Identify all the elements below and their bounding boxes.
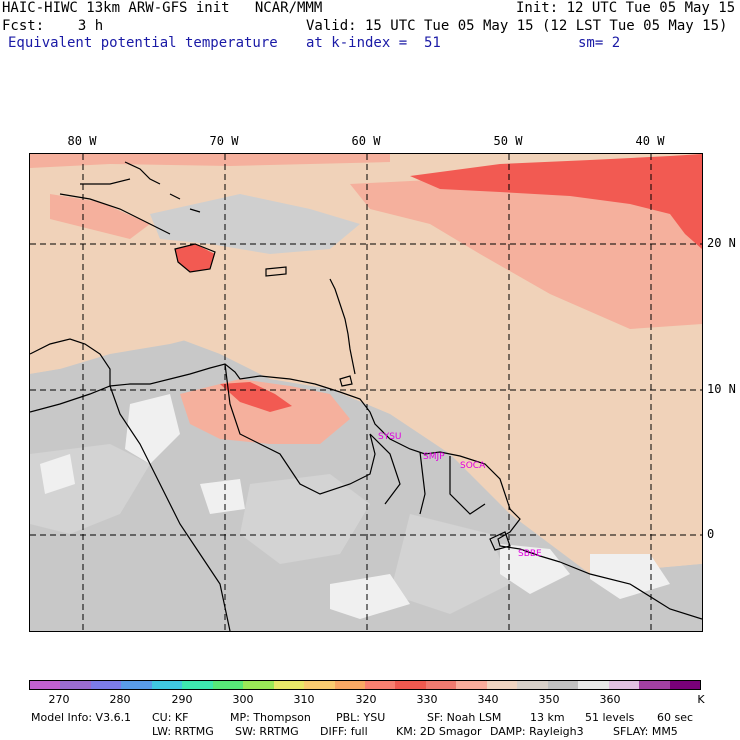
colorbar-swatch [547,681,579,689]
site-label-sysu: SYSU [378,432,402,442]
colorbar-swatch [486,681,518,689]
graticule [30,154,702,631]
site-label-smjp: SMJP [423,452,445,462]
colorbar-swatch [304,681,335,689]
lat-label-20n: 20 N [707,236,736,250]
footer-levels: 51 levels [585,711,635,724]
footer-km: KM: 2D Smagor [396,725,482,738]
footer-sflay: SFLAY: MM5 [613,725,678,738]
colorbar-label-290: 290 [171,693,193,706]
footer-pbl: PBL: YSU [336,711,386,724]
colorbar-swatch [121,681,152,689]
colorbar-label-320: 320 [355,693,377,706]
colorbar-swatch [456,681,487,689]
footer-surface: SF: Noah LSM [427,711,502,724]
theta-e-field [30,154,702,631]
colorbar-swatch [182,681,213,689]
field-gray-atlantic [150,194,360,254]
colorbar [29,680,701,690]
colorbar-swatch [243,681,274,689]
colorbar-unit: K [697,693,705,706]
map-panel [29,153,703,632]
coast-trinidad [339,375,353,387]
colorbar-swatch [517,681,548,689]
colorbar-swatch [395,681,426,689]
footer-longwave: LW: RRTMG [152,725,214,738]
colorbar-label-270: 270 [48,693,70,706]
lon-label-40w: 40 W [635,134,665,148]
colorbar-swatch [30,681,61,689]
site-label-soca: SOCA [460,461,486,471]
colorbar-swatch [608,681,640,689]
footer-model-version: Model Info: V3.6.1 [31,711,132,724]
coast-antilles [329,278,356,375]
header-title: HAIC-HIWC 13km ARW-GFS init NCAR/MMM [2,0,323,16]
footer-resolution: 13 km [530,711,565,724]
colorbar-swatch [669,681,700,689]
field-salmon-venezuela [180,379,350,444]
coast-central-america [30,338,111,386]
field-salmon-north [350,164,702,329]
colorbar-swatch [60,681,91,689]
colorbar-swatch [212,681,244,689]
colorbar-label-330: 330 [416,693,438,706]
colorbar-swatch [364,681,396,689]
colorbar-label-340: 340 [477,693,499,706]
coast-south-america-east [559,561,702,620]
lon-label-70w: 70 W [209,134,239,148]
coast-south-america-north [30,363,561,563]
footer-timestep: 60 sec [657,711,694,724]
footer-cumulus: CU: KF [152,711,189,724]
level-index: at k-index = 51 [306,35,441,51]
site-label-sbbe: SBBE [518,549,542,559]
field-salmon-topband [30,154,390,168]
footer-damping: DAMP: Rayleigh3 [490,725,584,738]
colorbar-label-310: 310 [293,693,315,706]
footer-diffusion: DIFF: full [320,725,368,738]
colorbar-swatch [151,681,183,689]
colorbar-swatch [90,681,122,689]
border-lines [109,363,486,631]
field-gray-light [30,444,510,614]
field-salmon-caribbean [50,194,150,239]
footer-microphysics: MP: Thompson [230,711,311,724]
colorbar-swatch [639,681,670,689]
lat-label-0: 0 [707,527,715,541]
header-valid: Valid: 15 UTC Tue 05 May 15 (12 LST Tue … [306,18,728,34]
coast-bahamas [124,161,201,213]
field-white-clouds [40,394,670,619]
colorbar-swatch [578,681,609,689]
lon-label-60w: 60 W [351,134,381,148]
coast-puerto-rico [265,266,287,277]
field-red-northeast [410,154,702,249]
colorbar-swatch [273,681,305,689]
lon-label-80w: 80 W [67,134,97,148]
smoothing: sm= 2 [578,35,621,51]
lat-label-10n: 10 N [707,382,736,396]
field-red-venezuela [220,382,292,412]
colorbar-label-300: 300 [232,693,254,706]
coast-cuba [59,178,171,235]
footer-shortwave: SW: RRTMG [235,725,299,738]
coast-marajo [489,531,511,551]
colorbar-swatch [334,681,365,689]
colorbar-label-350: 350 [538,693,560,706]
colorbar-label-280: 280 [109,693,131,706]
header-forecast: Fcst: 3 h [2,18,104,34]
field-red-hispaniola [175,244,215,272]
header-init: Init: 12 UTC Tue 05 May 15 [516,0,736,16]
colorbar-swatch [425,681,457,689]
colorbar-label-360: 360 [599,693,621,706]
field-name: Equivalent potential temperature [8,35,278,51]
lon-label-50w: 50 W [493,134,523,148]
